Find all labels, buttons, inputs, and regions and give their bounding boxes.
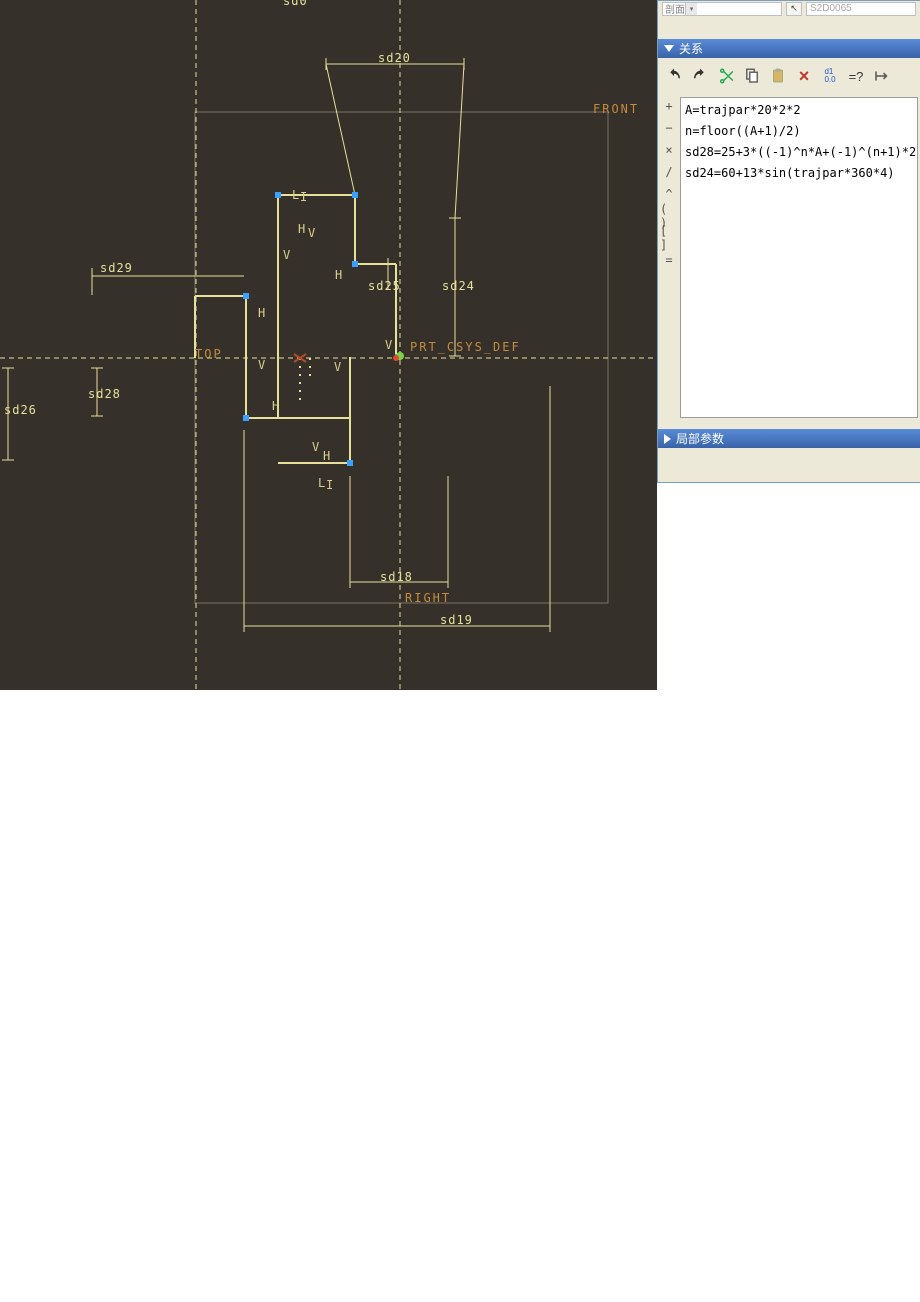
sketch-canvas[interactable] (0, 0, 657, 690)
reference-field[interactable]: S2D0065 (806, 2, 916, 16)
relations-toolbar: × d10.0 =? (658, 61, 920, 91)
reference-field-text: S2D0065 (810, 3, 852, 14)
insert-icon (873, 67, 891, 85)
op-pow[interactable]: ^ (660, 185, 678, 203)
expand-icon (664, 434, 671, 444)
undo-button[interactable] (662, 64, 686, 88)
relations-section-header[interactable]: 关系 (658, 39, 920, 58)
scissors-icon (717, 67, 735, 85)
panel-top-row: 剖面 ▾ ↖ S2D0065 (658, 1, 920, 16)
op-mult[interactable]: × (660, 141, 678, 159)
redo-icon (691, 67, 709, 85)
delete-button[interactable]: × (792, 64, 816, 88)
op-eq[interactable]: = (660, 251, 678, 269)
redo-button[interactable] (688, 64, 712, 88)
collapse-icon (664, 45, 674, 52)
copy-icon (743, 67, 761, 85)
units-button[interactable]: d10.0 (818, 64, 842, 88)
relations-textarea[interactable]: A=trajpar*20*2*2 n=floor((A+1)/2) sd28=2… (680, 97, 918, 418)
op-minus[interactable]: − (660, 119, 678, 137)
op-plus[interactable]: + (660, 97, 678, 115)
filter-combo[interactable]: 剖面 ▾ (662, 2, 782, 16)
paste-icon (769, 67, 787, 85)
cursor-icon: ↖ (790, 3, 798, 14)
cut-button[interactable] (714, 64, 738, 88)
paste-button[interactable] (766, 64, 790, 88)
verify-button[interactable]: =? (844, 64, 868, 88)
copy-button[interactable] (740, 64, 764, 88)
undo-icon (665, 67, 683, 85)
relations-header-label: 关系 (679, 40, 703, 57)
op-paren[interactable]: ( ) (660, 207, 678, 225)
op-div[interactable]: / (660, 163, 678, 181)
insert-button[interactable] (870, 64, 894, 88)
local-params-section-header[interactable]: 局部参数 (658, 429, 920, 448)
chevron-down-icon: ▾ (685, 3, 697, 15)
local-params-header-label: 局部参数 (676, 430, 724, 447)
panel-footer (658, 451, 920, 481)
filter-combo-text: 剖面 (665, 1, 685, 16)
op-bracket[interactable]: [ ] (660, 229, 678, 247)
units-icon: d10.0 (824, 68, 835, 84)
operator-sidebar: + − × / ^ ( ) [ ] = (660, 97, 678, 269)
pick-button[interactable]: ↖ (786, 2, 802, 16)
relations-panel: 剖面 ▾ ↖ S2D0065 关系 × d10.0 (657, 0, 920, 483)
cad-viewport[interactable]: FRONTTOPRIGHTPRT_CSYS_DEFsd0sd20sd29sd25… (0, 0, 657, 690)
